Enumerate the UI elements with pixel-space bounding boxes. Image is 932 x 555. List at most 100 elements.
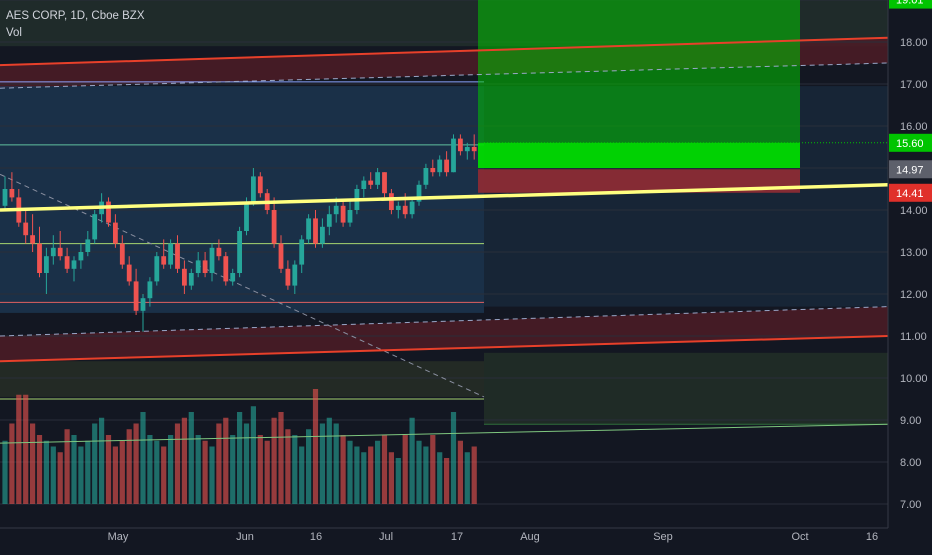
volume-bar bbox=[471, 446, 477, 504]
price-label-box bbox=[889, 133, 932, 152]
candle-body bbox=[458, 138, 463, 152]
target-zone-core bbox=[478, 142, 800, 168]
volume-bar bbox=[381, 435, 388, 504]
volume-bar bbox=[16, 394, 22, 504]
candle-body bbox=[299, 239, 305, 265]
price-label-text: 14.97 bbox=[896, 164, 924, 176]
candle-body bbox=[161, 256, 167, 265]
volume-bar bbox=[119, 440, 125, 504]
volume-bar bbox=[347, 440, 353, 504]
candle-body bbox=[50, 247, 56, 257]
candle-body bbox=[209, 247, 215, 273]
volume-bar bbox=[278, 412, 284, 504]
volume-bar bbox=[174, 423, 181, 504]
channel-lower-line bbox=[0, 335, 889, 363]
price-label-box bbox=[889, 0, 932, 9]
price-label-text: 19.01 bbox=[896, 0, 924, 7]
volume-bar bbox=[43, 440, 49, 504]
price-tick-label: 17.00 bbox=[900, 79, 928, 91]
candle-body bbox=[182, 268, 187, 286]
volume-bar bbox=[257, 435, 263, 504]
candle-body bbox=[285, 268, 291, 286]
candle-body bbox=[244, 201, 249, 231]
volume-bar bbox=[181, 417, 187, 504]
volume-trend-line bbox=[0, 423, 889, 444]
volume-bar bbox=[306, 429, 312, 504]
volume-bar bbox=[168, 435, 174, 504]
price-tick-label: 11.00 bbox=[900, 331, 927, 343]
volume-bar bbox=[23, 394, 29, 504]
volume-indicator-label[interactable]: Vol bbox=[6, 27, 22, 39]
candle-body bbox=[423, 168, 429, 185]
candle-body bbox=[37, 243, 42, 273]
symbol-title[interactable]: AES CORP, 1D, Cboe BZX bbox=[6, 10, 145, 22]
candle-body bbox=[230, 273, 236, 282]
volume-bar bbox=[292, 435, 298, 504]
price-tick-label: 14.00 bbox=[900, 205, 928, 217]
time-tick-label: Jun bbox=[236, 531, 254, 543]
volume-bar bbox=[457, 440, 463, 504]
price-tick-label: 8.00 bbox=[900, 457, 921, 469]
candle-body bbox=[188, 273, 194, 286]
candle-body bbox=[251, 176, 256, 202]
volume-bar bbox=[237, 412, 243, 504]
volume-bar bbox=[340, 435, 346, 504]
channel-lower-band bbox=[0, 306, 888, 362]
volume-bar bbox=[319, 423, 325, 504]
time-tick-label: 16 bbox=[310, 531, 322, 543]
price-label-text: 15.60 bbox=[896, 138, 924, 150]
volume-bar bbox=[64, 429, 70, 504]
channel-dashed-upper bbox=[0, 62, 889, 89]
candle-body bbox=[78, 252, 84, 261]
volume-bar bbox=[271, 417, 277, 504]
candle-body bbox=[395, 205, 401, 210]
volume-bar bbox=[71, 435, 77, 504]
candle-body bbox=[126, 264, 132, 282]
volume-bar bbox=[368, 446, 374, 504]
volume-bar bbox=[57, 452, 63, 504]
price-tick-label: 12.00 bbox=[900, 289, 928, 301]
volume-bar bbox=[209, 446, 215, 504]
volume-bar bbox=[195, 435, 201, 504]
candle-body bbox=[306, 218, 311, 240]
chart-legend: AES CORP, 1D, Cboe BZX Vol bbox=[6, 8, 144, 42]
candle-body bbox=[451, 138, 456, 173]
candle-body bbox=[430, 168, 436, 173]
volume-bar bbox=[333, 423, 339, 504]
candle-body bbox=[409, 201, 415, 215]
candle-body bbox=[133, 281, 139, 311]
time-tick-label: Oct bbox=[791, 531, 808, 543]
zone-bottom-left bbox=[0, 361, 484, 397]
volume-bar bbox=[112, 446, 118, 504]
candle-body bbox=[195, 260, 201, 273]
price-tick-label: 13.00 bbox=[900, 247, 928, 259]
volume-bar bbox=[250, 406, 256, 504]
time-tick-label: Aug bbox=[520, 531, 540, 543]
candle-body bbox=[175, 243, 180, 269]
volume-bar bbox=[202, 440, 208, 504]
candle-body bbox=[223, 256, 229, 282]
candle-body bbox=[92, 214, 98, 240]
volume-bar bbox=[285, 429, 291, 504]
price-tick-label: 18.00 bbox=[900, 37, 928, 49]
volume-bar bbox=[416, 440, 422, 504]
time-tick-label: Sep bbox=[653, 531, 673, 543]
volume-bar bbox=[140, 412, 146, 504]
volume-bar bbox=[147, 435, 153, 504]
candle-body bbox=[237, 231, 242, 273]
candle-body bbox=[402, 205, 408, 215]
candle-body bbox=[292, 264, 298, 286]
volume-bar bbox=[161, 446, 167, 504]
price-tick-label: 9.00 bbox=[900, 415, 921, 427]
volume-bar bbox=[99, 417, 105, 504]
volume-bar bbox=[243, 423, 250, 504]
candle-body bbox=[389, 193, 394, 210]
candle-body bbox=[382, 172, 387, 194]
volume-bar bbox=[216, 423, 222, 504]
candle-body bbox=[2, 189, 8, 206]
candle-body bbox=[368, 180, 374, 185]
candle-body bbox=[313, 218, 318, 244]
price-tick-label: 10.00 bbox=[900, 373, 928, 385]
